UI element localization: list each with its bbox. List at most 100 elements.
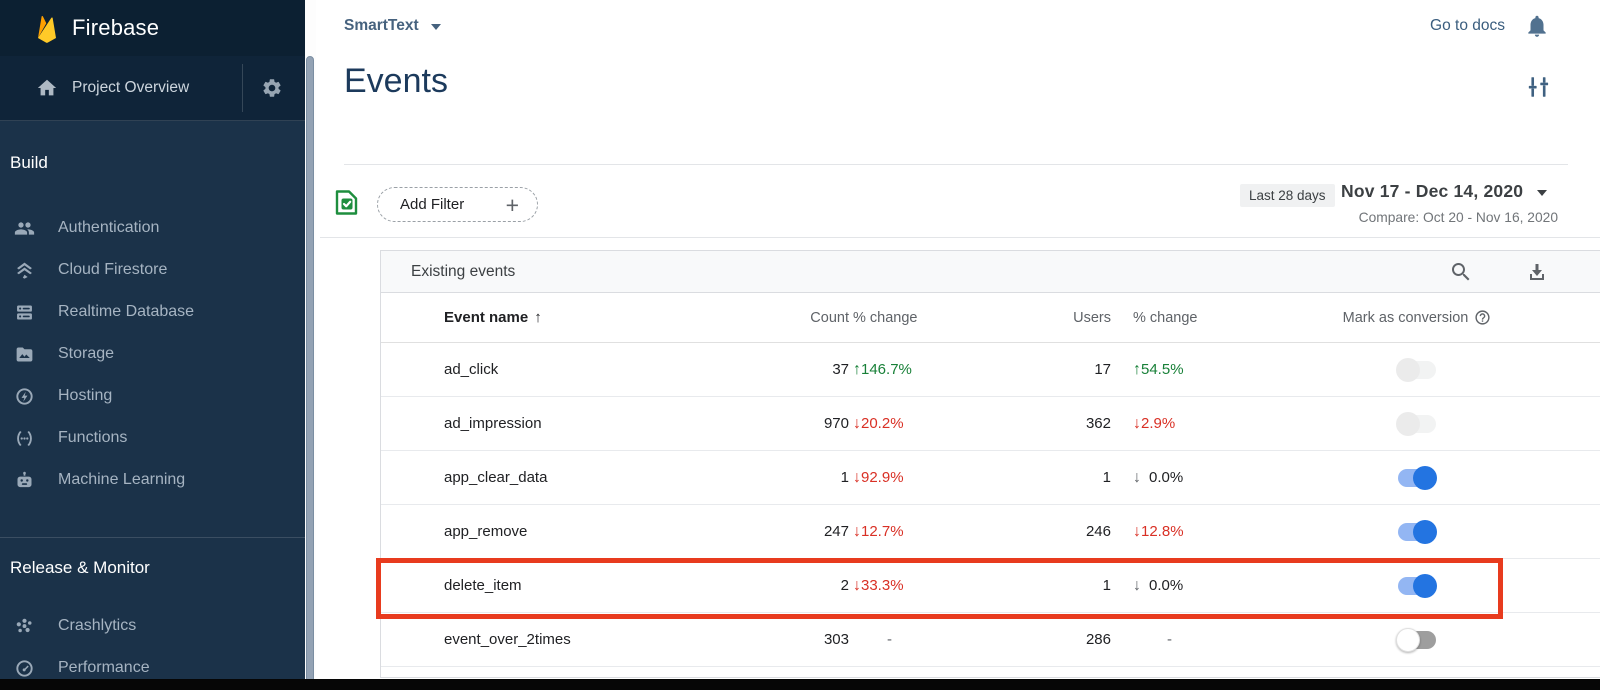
users-change-cell: ↓ 12.8% bbox=[1133, 522, 1184, 540]
card-title: Existing events bbox=[411, 262, 516, 280]
divider bbox=[344, 164, 1568, 165]
trend-arrow-icon: ↑ bbox=[853, 360, 861, 378]
sidebar-item-label: Realtime Database bbox=[58, 303, 195, 320]
table-row-ad_click: ad_click 37 ↑ 146.7% 17 ↑ 54.5% bbox=[381, 343, 1600, 397]
sidebar-item-project-overview[interactable]: Project Overview bbox=[0, 56, 305, 121]
event-name-cell: app_remove bbox=[444, 523, 528, 540]
count-cell: 303 bbox=[823, 631, 849, 648]
add-filter-button[interactable]: Add Filter + bbox=[377, 187, 538, 222]
project-settings-gear-icon[interactable] bbox=[261, 77, 283, 99]
column-event-name[interactable]: Event name ↑ bbox=[444, 309, 542, 326]
date-range-label: Nov 17 - Dec 14, 2020 bbox=[1341, 181, 1524, 201]
count-change-cell: ↓ 12.7% bbox=[853, 522, 904, 540]
column-count-change[interactable]: % change bbox=[853, 309, 918, 326]
tune-filters-icon[interactable] bbox=[1526, 74, 1552, 100]
sidebar-item-label: Machine Learning bbox=[58, 471, 186, 488]
sidebar-item-label: Storage bbox=[58, 345, 115, 362]
users-change-cell: ↓ 0.0% bbox=[1133, 468, 1184, 486]
existing-events-card: Existing events Event name ↑ Count % chan… bbox=[380, 250, 1600, 678]
users-change-cell: ↓ 2.9% bbox=[1133, 414, 1176, 432]
sidebar-item-cloud-firestore[interactable]: Cloud Firestore bbox=[0, 249, 305, 291]
column-users-change[interactable]: % change bbox=[1133, 309, 1198, 326]
table-row-delete_item: delete_item 2 ↓ 33.3% 1 ↓ 0.0% bbox=[381, 559, 1600, 613]
firebase-flame-icon bbox=[34, 13, 62, 43]
help-icon[interactable] bbox=[1474, 309, 1491, 326]
table-body: ad_click 37 ↑ 146.7% 17 ↑ 54.5% ad_impress… bbox=[381, 343, 1600, 667]
divider bbox=[320, 237, 1600, 238]
firebase-brand[interactable]: Firebase bbox=[0, 0, 305, 56]
sidebar-item-functions[interactable]: Functions bbox=[0, 417, 305, 459]
card-header: Existing events bbox=[381, 251, 1600, 293]
storage-icon bbox=[13, 343, 35, 365]
table-row-event_over_2times: event_over_2times 303 - 286 - bbox=[381, 613, 1600, 667]
column-count[interactable]: Count bbox=[810, 309, 849, 326]
sidebar: Firebase Project Overview Build Authentic… bbox=[0, 0, 305, 690]
trend-arrow-icon: ↓ bbox=[853, 522, 861, 540]
table-row-ad_impression: ad_impression 970 ↓ 20.2% 362 ↓ 2.9% bbox=[381, 397, 1600, 451]
event-name-cell: ad_impression bbox=[444, 415, 542, 432]
firestore-icon bbox=[13, 259, 35, 281]
users-cell: 246 bbox=[1085, 523, 1111, 540]
users-cell: 362 bbox=[1085, 415, 1111, 432]
notifications-bell-icon[interactable] bbox=[1524, 13, 1550, 39]
mark-as-conversion-toggle-ad_click[interactable] bbox=[1396, 357, 1436, 382]
event-name-cell: app_clear_data bbox=[444, 469, 548, 486]
trend-arrow-icon: ↑ bbox=[1133, 360, 1141, 378]
event-name-cell: event_over_2times bbox=[444, 631, 571, 648]
users-cell: 1 bbox=[1102, 469, 1111, 486]
sort-arrow-up-icon: ↑ bbox=[534, 309, 542, 326]
crashlytics-icon bbox=[13, 615, 35, 637]
trend-arrow-icon: ↓ bbox=[853, 468, 861, 486]
trend-arrow-icon: ↓ bbox=[1133, 468, 1141, 486]
sidebar-scrollbar-track bbox=[305, 0, 316, 690]
functions-icon bbox=[13, 427, 35, 449]
home-icon bbox=[36, 77, 58, 99]
chevron-down-icon bbox=[1537, 189, 1548, 196]
sidebar-item-crashlytics[interactable]: Crashlytics bbox=[0, 605, 305, 647]
users-change-cell: ↑ 54.5% bbox=[1133, 360, 1184, 378]
sidebar-item-performance[interactable]: Performance bbox=[0, 647, 305, 689]
mark-as-conversion-toggle-ad_impression[interactable] bbox=[1396, 411, 1436, 436]
mark-as-conversion-toggle-event_over_2times[interactable] bbox=[1396, 627, 1436, 652]
chevron-down-icon bbox=[430, 24, 441, 30]
count-change-cell: ↓ 20.2% bbox=[853, 414, 904, 432]
search-icon[interactable] bbox=[1449, 260, 1473, 284]
mark-as-conversion-toggle-delete_item[interactable] bbox=[1398, 573, 1437, 598]
screenshot-bottom-bar bbox=[0, 679, 1600, 690]
count-cell: 247 bbox=[823, 523, 849, 540]
sidebar-item-storage[interactable]: Storage bbox=[0, 333, 305, 375]
go-to-docs-link[interactable]: Go to docs bbox=[1430, 17, 1505, 34]
page-title: Events bbox=[344, 62, 448, 100]
table-row-app_clear_data: app_clear_data 1 ↓ 92.9% 1 ↓ 0.0% bbox=[381, 451, 1600, 505]
mark-as-conversion-toggle-app_clear_data[interactable] bbox=[1398, 465, 1437, 490]
download-icon[interactable] bbox=[1525, 260, 1549, 284]
table-row-app_remove: app_remove 247 ↓ 12.7% 246 ↓ 12.8% bbox=[381, 505, 1600, 559]
sidebar-section-label: Build bbox=[10, 153, 48, 172]
hosting-icon bbox=[13, 385, 35, 407]
sidebar-item-label: Functions bbox=[58, 429, 128, 446]
count-change-cell: ↓ 33.3% bbox=[853, 576, 904, 594]
mark-as-conversion-toggle-app_remove[interactable] bbox=[1398, 519, 1437, 544]
date-range-picker[interactable]: Nov 17 - Dec 14, 2020 bbox=[1341, 181, 1548, 202]
project-switcher[interactable]: SmartText bbox=[344, 17, 441, 35]
sidebar-item-machine-learning[interactable]: Machine Learning bbox=[0, 459, 305, 501]
sidebar-item-realtime-database[interactable]: Realtime Database bbox=[0, 291, 305, 333]
sidebar-nav: Build Authentication Cloud Firestore Realti… bbox=[0, 121, 305, 690]
divider bbox=[242, 64, 243, 112]
sidebar-item-label: Cloud Firestore bbox=[58, 261, 168, 278]
trend-arrow-icon: ↓ bbox=[1133, 576, 1141, 594]
trend-arrow-icon: ↓ bbox=[1133, 522, 1141, 540]
table-header-row: Event name ↑ Count % change Users % chang… bbox=[381, 293, 1600, 343]
compare-range-label: Compare: Oct 20 - Nov 16, 2020 bbox=[1358, 210, 1558, 225]
users-cell: 286 bbox=[1085, 631, 1111, 648]
sidebar-item-hosting[interactable]: Hosting bbox=[0, 375, 305, 417]
sidebar-item-label: Crashlytics bbox=[58, 617, 137, 634]
trend-arrow-icon: ↓ bbox=[853, 576, 861, 594]
column-users[interactable]: Users bbox=[1073, 309, 1111, 326]
project-switcher-label: SmartText bbox=[344, 17, 419, 34]
sidebar-item-label: Hosting bbox=[58, 387, 113, 404]
sidebar-scrollbar[interactable] bbox=[306, 56, 314, 690]
sidebar-item-authentication[interactable]: Authentication bbox=[0, 207, 305, 249]
sidebar-section-label: Release & Monitor bbox=[10, 558, 150, 577]
count-change-cell: ↑ 146.7% bbox=[853, 360, 912, 378]
